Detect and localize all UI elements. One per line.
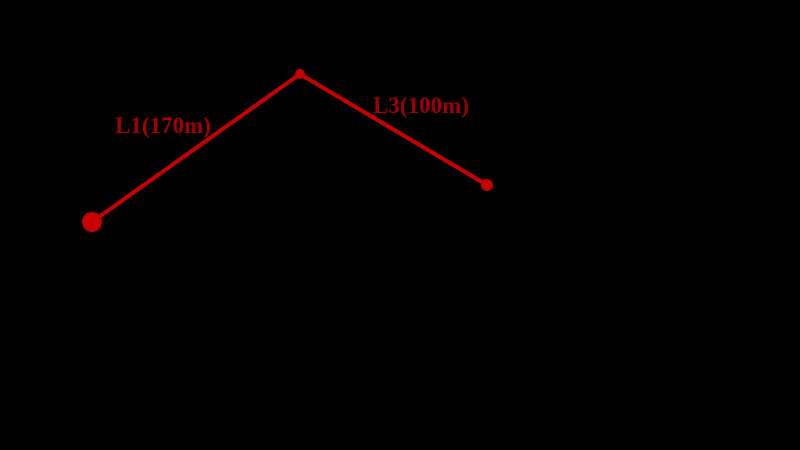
segment-label-l1: L1(170m) bbox=[115, 113, 211, 138]
start-node-dot bbox=[82, 212, 102, 232]
end-node-dot bbox=[481, 179, 493, 191]
segment-label-l3: L3(100m) bbox=[373, 93, 469, 118]
peak-node-dot bbox=[295, 69, 305, 79]
